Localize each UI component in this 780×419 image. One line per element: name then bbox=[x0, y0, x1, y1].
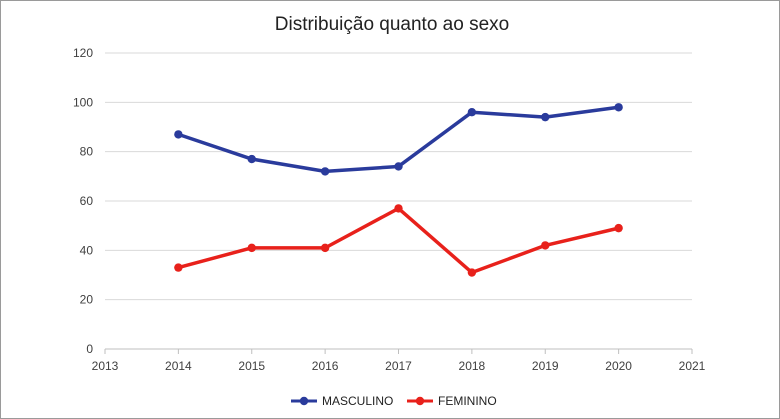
data-point-masculino bbox=[320, 167, 330, 176]
data-point-feminino bbox=[320, 243, 330, 253]
data-point-masculino bbox=[614, 103, 623, 112]
legend-marker-masculino bbox=[299, 396, 309, 406]
y-tick-label: 20 bbox=[80, 293, 94, 307]
data-point-masculino bbox=[541, 112, 550, 122]
data-point-masculino bbox=[394, 162, 403, 171]
grid-lines bbox=[105, 52, 692, 350]
x-tick-label: 2015 bbox=[238, 359, 265, 373]
data-point-feminino bbox=[394, 204, 403, 213]
data-point-feminino bbox=[467, 268, 477, 277]
legend-label-masculino: MASCULINO bbox=[322, 394, 393, 408]
x-tick-label: 2017 bbox=[385, 359, 412, 373]
y-tick-label: 120 bbox=[73, 46, 93, 60]
y-tick-label: 80 bbox=[80, 145, 94, 159]
legend: MASCULINO FEMININO bbox=[291, 394, 497, 408]
y-tick-label: 40 bbox=[80, 243, 94, 257]
data-point-masculino bbox=[467, 108, 477, 117]
series-line-feminino bbox=[176, 206, 621, 275]
y-tick-label: 60 bbox=[80, 194, 94, 208]
x-axis-ticks: 2013 2014 2015 2016 2017 2018 2019 2020 2021 bbox=[92, 349, 706, 373]
y-axis-ticks: 0 20 40 60 80 100 120 bbox=[73, 46, 93, 356]
data-point-masculino bbox=[247, 154, 256, 164]
data-point-feminino bbox=[614, 223, 623, 233]
x-tick-label: 2014 bbox=[165, 359, 192, 373]
legend-marker-feminino bbox=[415, 396, 425, 406]
y-tick-label: 0 bbox=[86, 342, 93, 356]
series-line-masculino bbox=[176, 105, 621, 174]
data-point-feminino bbox=[541, 241, 550, 250]
x-tick-label: 2018 bbox=[459, 359, 486, 373]
x-tick-label: 2016 bbox=[312, 359, 339, 373]
data-point-feminino bbox=[174, 263, 183, 272]
x-tick-label: 2020 bbox=[605, 359, 632, 373]
data-point-feminino bbox=[247, 243, 256, 253]
x-tick-label: 2019 bbox=[532, 359, 559, 373]
x-tick-label: 2013 bbox=[92, 359, 119, 373]
x-tick-label: 2021 bbox=[679, 359, 706, 373]
chart-title: Distribuição quanto ao sexo bbox=[275, 14, 509, 35]
series-group bbox=[174, 103, 623, 277]
legend-label-feminino: FEMININO bbox=[438, 394, 497, 408]
data-point-masculino bbox=[174, 130, 183, 139]
y-tick-label: 100 bbox=[73, 95, 93, 109]
